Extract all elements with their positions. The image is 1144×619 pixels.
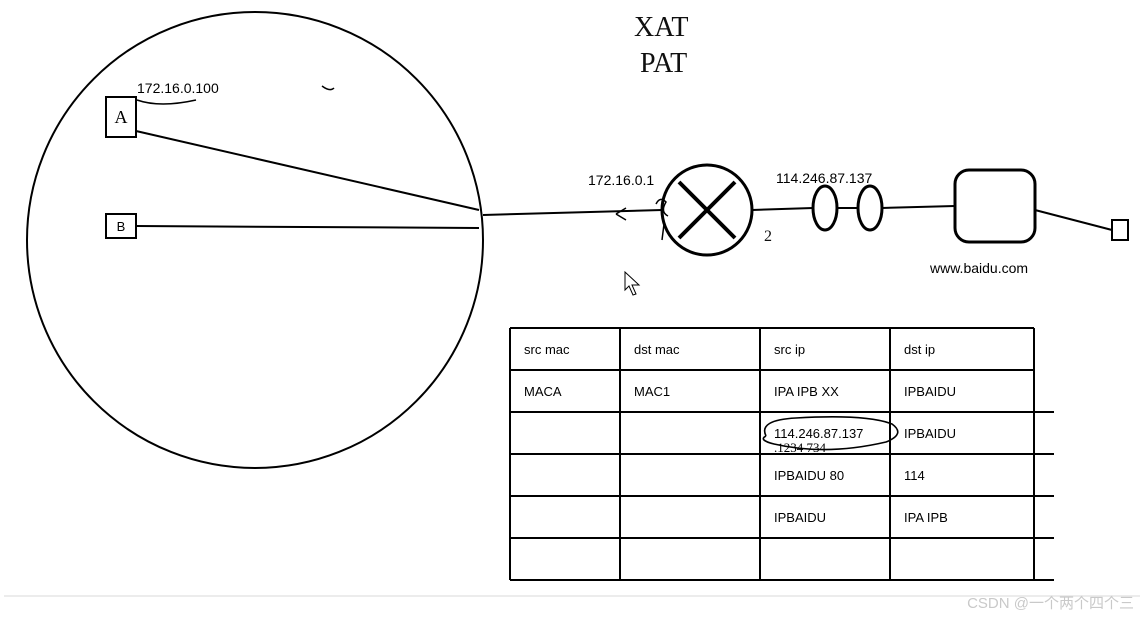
table-cell: 114 [904, 468, 925, 483]
table-cell: IPBAIDU [774, 510, 826, 525]
table-cell: IPBAIDU 80 [774, 468, 844, 483]
gateway-ip-label: 172.16.0.1 [588, 172, 654, 188]
svg-text:B: B [117, 219, 126, 234]
table-cell: .1234 734 [774, 440, 826, 456]
table-header-cell: dst mac [634, 342, 680, 357]
table-cell: MACA [524, 384, 562, 399]
table-header-cell: dst ip [904, 342, 935, 357]
hand-title-1: XAT [634, 12, 688, 44]
hand-title-2: PAT [640, 48, 687, 80]
cursor-icon [625, 272, 639, 295]
server-caption: www.baidu.com [930, 260, 1028, 276]
public-ip-label: 114.246.87.137 [776, 170, 872, 186]
table-cell: 114.246.87.137 [774, 426, 863, 441]
svg-text:A: A [115, 107, 128, 127]
table-header-cell: src mac [524, 342, 570, 357]
table-cell: IPA IPB [904, 510, 948, 525]
table-cell: MAC1 [634, 384, 670, 399]
table-cell: IPBAIDU [904, 384, 956, 399]
table-cell: IPA IPB XX [774, 384, 839, 399]
host-a-ip-label: 172.16.0.100 [137, 80, 219, 96]
table-cell: IPBAIDU [904, 426, 956, 441]
watermark: CSDN @一个两个四个三 [967, 592, 1134, 613]
router-right-mark: 2 [764, 228, 772, 246]
table-header-cell: src ip [774, 342, 805, 357]
